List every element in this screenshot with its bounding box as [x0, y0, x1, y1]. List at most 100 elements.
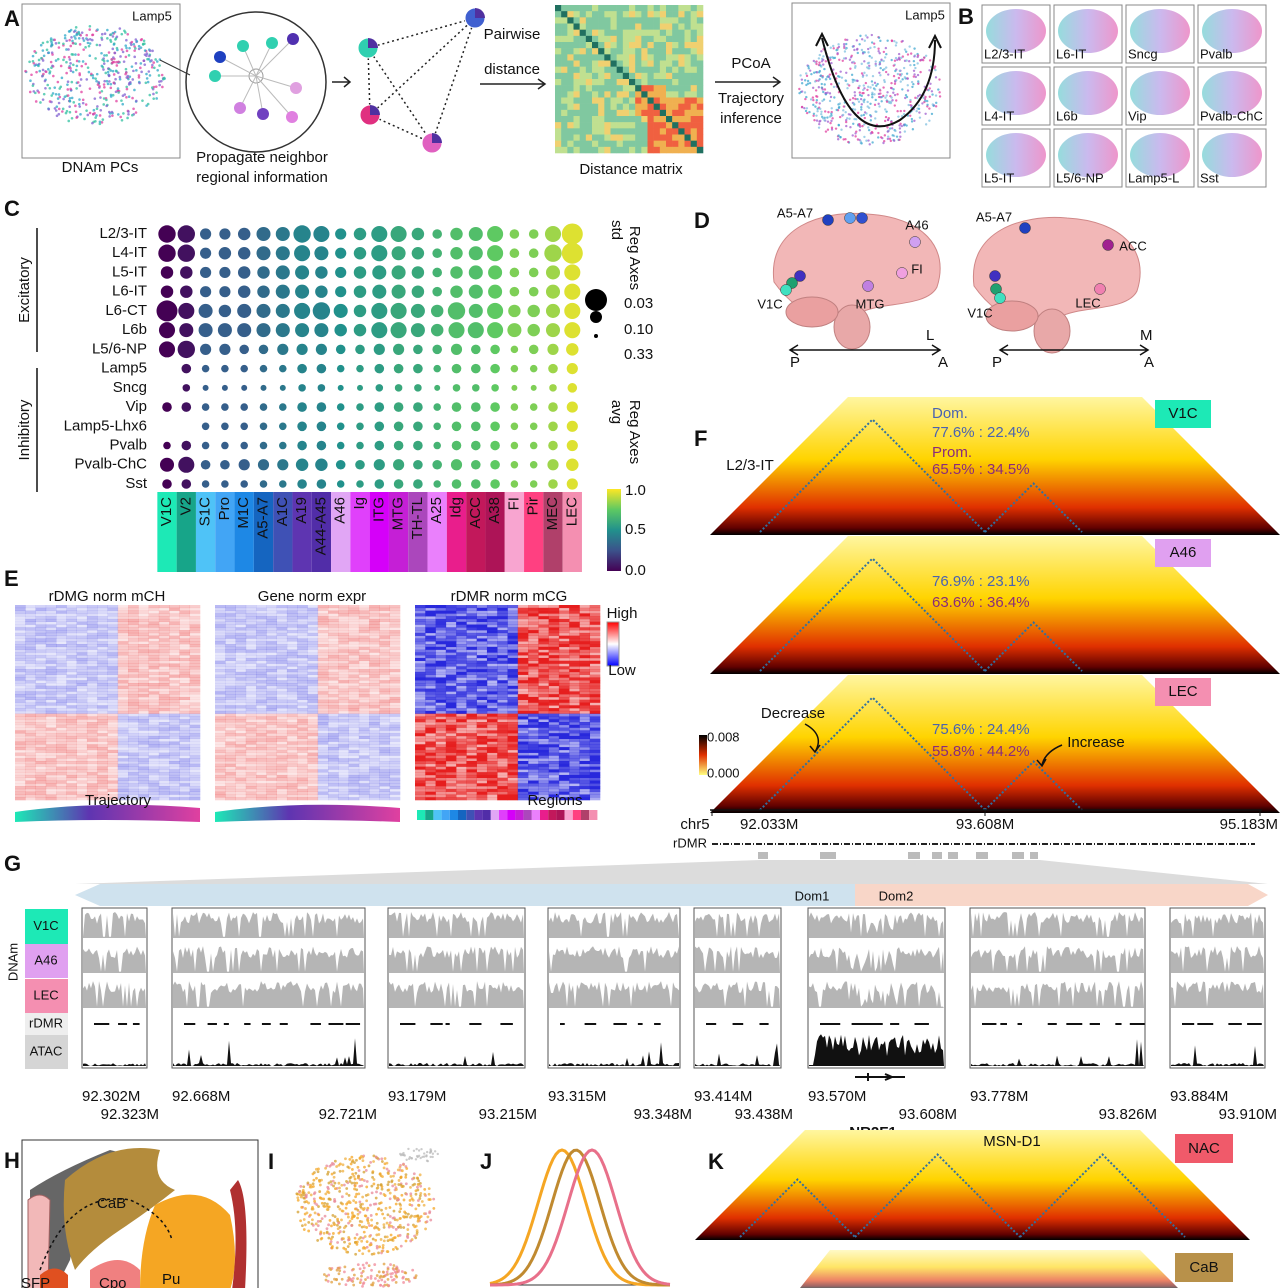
- matrix-cell: [672, 134, 679, 141]
- matrix-cell: [579, 42, 587, 49]
- heatmap-cell: [25, 657, 36, 662]
- scatter-dot: [134, 47, 137, 50]
- matrix-cell: [616, 116, 624, 123]
- scatter-dot: [68, 38, 71, 42]
- matrix-cell: [555, 60, 562, 67]
- heatmap-cell: [56, 716, 67, 720]
- heatmap-cell: [348, 724, 360, 728]
- heatmap-cell: [425, 616, 436, 620]
- heatmap-cell: [307, 780, 319, 784]
- heatmap-cell: [338, 671, 349, 675]
- heatmap-cell: [389, 752, 401, 756]
- dot: [180, 285, 193, 298]
- scatter-dot: [62, 97, 65, 101]
- dot: [259, 480, 268, 488]
- heatmap-cell: [117, 641, 129, 645]
- heatmap-cell: [107, 755, 119, 759]
- heatmap-cell: [317, 758, 329, 762]
- heatmap-cell: [256, 791, 267, 795]
- heatmap-cell: [128, 716, 139, 720]
- heatmap-cell: [415, 607, 426, 611]
- heatmap-cell: [15, 660, 26, 664]
- scatter-dot: [830, 82, 833, 86]
- heatmap-cell: [297, 680, 308, 684]
- heatmap-cell: [358, 663, 370, 667]
- heatmap-cell: [276, 741, 288, 745]
- heatmap-cell: [507, 610, 519, 614]
- heatmap-cell: [235, 655, 247, 659]
- pie-slice: [475, 8, 485, 18]
- scatter-dot: [69, 44, 73, 48]
- heatmap-cell: [35, 613, 47, 617]
- heatmap-cell: [56, 635, 67, 639]
- matrix-cell: [555, 23, 562, 30]
- dot: [180, 266, 193, 279]
- heatmap-cell: [138, 635, 149, 639]
- heatmap-cell: [235, 761, 247, 765]
- scatter-dot: [142, 39, 146, 43]
- heatmap-cell: [348, 630, 360, 634]
- heatmap-cell: [348, 635, 360, 639]
- heatmap-cell: [128, 607, 139, 611]
- scatter-dot: [901, 39, 904, 43]
- heatmap-cell: [266, 613, 277, 617]
- heatmap-cell: [379, 705, 391, 709]
- heatmap-cell: [235, 730, 247, 734]
- heatmap-cell: [307, 722, 319, 726]
- heatmap-cell: [169, 758, 180, 762]
- heatmap-cell: [117, 774, 129, 779]
- heatmap-cell: [148, 794, 160, 798]
- matrix-cell: [672, 122, 679, 129]
- dot: [472, 384, 480, 392]
- matrix-cell: [629, 54, 636, 61]
- heatmap-cell: [179, 616, 191, 620]
- dot: [527, 304, 540, 318]
- heatmap-cell: [445, 605, 457, 609]
- matrix-cell: [579, 23, 587, 30]
- heatmap-cell: [517, 618, 529, 623]
- heatmap-cell: [66, 780, 77, 784]
- scatter-dot: [77, 36, 81, 40]
- region-dot: [856, 212, 868, 224]
- heatmap-cell: [286, 702, 298, 706]
- scatter-dot: [900, 124, 904, 128]
- heatmap-cell: [66, 702, 77, 706]
- heatmap-cell: [266, 791, 277, 795]
- heatmap-cell: [86, 627, 98, 631]
- heatmap-cell: [138, 627, 149, 631]
- heatmap-cell: [358, 766, 370, 770]
- scatter-dot: [885, 100, 889, 103]
- matrix-cell: [598, 91, 605, 98]
- heatmap-cell: [86, 705, 98, 709]
- heatmap-cell: [45, 652, 57, 656]
- scatter-dot: [878, 62, 882, 66]
- graph-edge: [369, 17, 476, 116]
- heatmap-cell: [266, 730, 277, 734]
- heatmap-cell: [445, 618, 457, 623]
- heatmap-cell: [389, 749, 401, 753]
- heatmap-cell: [225, 655, 236, 659]
- matrix-cell: [604, 128, 611, 135]
- heatmap-cell: [476, 627, 488, 631]
- heatmap-cell: [225, 660, 236, 664]
- scatter-dot: [40, 56, 43, 60]
- heatmap-cell: [379, 786, 391, 790]
- heatmap-cell: [297, 774, 308, 779]
- dot: [433, 480, 441, 488]
- scatter-dot: [886, 39, 889, 42]
- matrix-cell: [678, 97, 685, 104]
- heatmap-cell: [276, 788, 288, 792]
- heatmap-cell: [179, 780, 191, 784]
- scatter-dot: [29, 79, 32, 83]
- heatmap-cell: [358, 657, 370, 662]
- heatmap-cell: [276, 621, 288, 625]
- dot: [510, 364, 519, 373]
- heatmap-cell: [256, 688, 267, 692]
- dot: [237, 303, 252, 318]
- heatmap-cell: [389, 788, 401, 792]
- size-legend-label: 0.03: [624, 295, 653, 312]
- heatmap-cell: [517, 607, 529, 611]
- scatter-dot: [805, 107, 809, 110]
- scatter-dot: [893, 82, 897, 85]
- heatmap-cell: [348, 666, 360, 670]
